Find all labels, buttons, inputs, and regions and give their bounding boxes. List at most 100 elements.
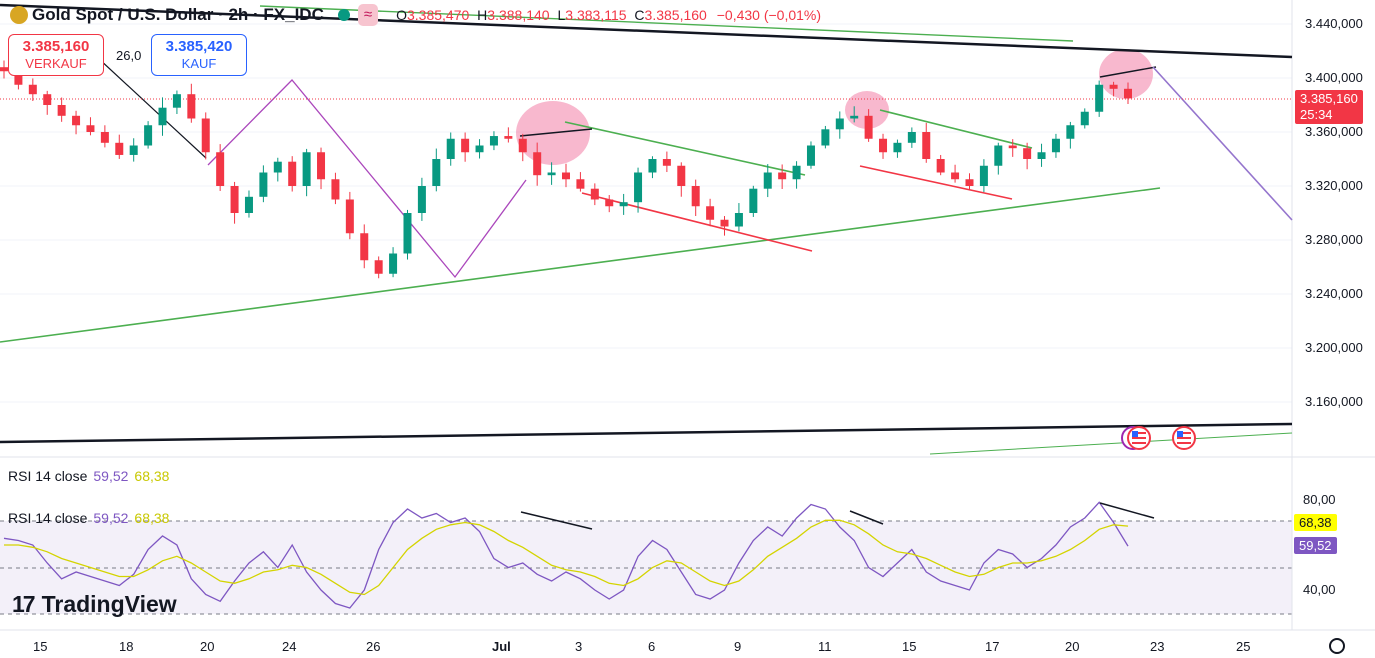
- us-flag-icon[interactable]: [1121, 426, 1151, 450]
- candle-body: [43, 94, 52, 105]
- candle-body: [677, 165, 686, 186]
- candle-body: [720, 219, 729, 227]
- candle-body: [605, 199, 614, 207]
- us-flag-icon-2[interactable]: [1172, 426, 1196, 450]
- candle-body: [389, 253, 398, 274]
- candle-body: [345, 199, 354, 234]
- candle-body: [749, 188, 758, 213]
- candle-body: [691, 186, 700, 207]
- candle-body: [115, 142, 124, 155]
- time-axis-label: 20: [200, 639, 215, 654]
- candle-body: [951, 172, 960, 180]
- sell-price: 3.385,160: [22, 38, 90, 55]
- rsi-value-tag: 59,52: [1294, 537, 1337, 554]
- candle-body: [172, 94, 181, 108]
- rsi-line: [3, 501, 1129, 609]
- candle-body: [619, 202, 628, 207]
- time-axis-label: 18: [119, 639, 134, 654]
- candle-body: [1095, 84, 1104, 112]
- candle-body: [360, 233, 369, 261]
- price-gridlines: [0, 23, 1292, 403]
- candle-body: [374, 260, 383, 274]
- candle-body: [28, 84, 37, 95]
- candle-body: [590, 188, 599, 200]
- rsi-ma-tag: 68,38: [1294, 514, 1337, 531]
- current-price-value: 3.385,160: [1300, 91, 1358, 106]
- current-price-tag: 3.385,160 25:34: [1295, 90, 1363, 124]
- low-value: 3.383,115: [565, 7, 627, 23]
- open-label: O: [396, 7, 407, 23]
- candle-body: [302, 152, 311, 186]
- candle-body: [562, 172, 570, 180]
- trendlines: [0, 3, 1293, 455]
- candle-body: [763, 172, 772, 189]
- highlight-circles: [516, 49, 1153, 165]
- high-value: 3.388,140: [487, 7, 550, 23]
- candle-body: [547, 172, 556, 176]
- rsi-axis-label: 40,00: [1303, 582, 1336, 597]
- time-axis-label: 23: [1150, 639, 1165, 654]
- time-axis-label: 15: [33, 639, 48, 654]
- wave-icon[interactable]: ≈: [357, 4, 379, 26]
- candle-body: [57, 105, 66, 116]
- candle-body: [533, 152, 542, 176]
- ohlc-values: O3.385,470 H3.388,140 L3.383,115 C3.385,…: [392, 7, 821, 23]
- candle-body: [331, 179, 340, 200]
- chart-header: Gold Spot / U.S. Dollar · 2h · FX_IDC ≈ …: [0, 0, 821, 30]
- close-label: C: [634, 7, 645, 23]
- rsi-legend[interactable]: RSI 14 close 59,52 68,38: [8, 468, 169, 484]
- rsi-divergence-lines: [520, 502, 1155, 530]
- close-value: 3.385,160: [644, 7, 707, 23]
- time-axis-label: 25: [1236, 639, 1251, 654]
- time-axis-label: 6: [648, 639, 656, 654]
- symbol-title[interactable]: Gold Spot / U.S. Dollar · 2h · FX_IDC: [32, 5, 324, 24]
- candle-body: [576, 179, 585, 189]
- candle-body: [1066, 125, 1075, 139]
- bar-countdown: 25:34: [1300, 107, 1333, 122]
- candle-body: [158, 107, 167, 126]
- candle-body: [662, 159, 671, 166]
- candle-body: [907, 132, 916, 143]
- sell-label: VERKAUF: [25, 56, 87, 71]
- candle-body: [1124, 88, 1132, 99]
- time-axis-label: 3: [575, 639, 583, 654]
- tradingview-logo[interactable]: 17 TradingView: [12, 591, 177, 618]
- candle-body: [778, 172, 787, 180]
- candle-body: [706, 206, 715, 220]
- time-axis-label: 24: [282, 639, 297, 654]
- time-axis-label: 17: [985, 639, 1000, 654]
- candle-body: [1051, 138, 1060, 153]
- price-axis-label: 3.360,000: [1305, 124, 1363, 139]
- candle-body: [0, 67, 8, 72]
- candle-body: [850, 115, 859, 119]
- time-axis-label: 11: [818, 639, 832, 654]
- price-axis-label: 3.160,000: [1305, 394, 1363, 409]
- change-value: −0,430 (−0,01%): [716, 7, 822, 23]
- price-axis-label: 3.280,000: [1305, 232, 1363, 247]
- sell-button[interactable]: 3.385,160 VERKAUF: [8, 34, 104, 76]
- candle-body: [230, 186, 239, 213]
- time-axis-label: 20: [1065, 639, 1080, 654]
- candle-body: [1080, 111, 1089, 126]
- candle-body: [288, 161, 297, 186]
- candle-body: [317, 152, 326, 180]
- candle-body: [273, 161, 282, 173]
- time-axis-label: 26: [366, 639, 381, 654]
- time-axis-label: 9: [734, 639, 742, 654]
- candle-body: [821, 129, 830, 146]
- market-status-icon: [337, 9, 350, 21]
- buy-label: KAUF: [181, 56, 217, 71]
- candle-body: [201, 118, 210, 153]
- settings-gear-icon[interactable]: [1329, 638, 1345, 654]
- candle-body: [489, 136, 498, 146]
- candle-body: [648, 159, 657, 173]
- candle-body: [216, 152, 225, 186]
- candle-body: [1008, 145, 1017, 149]
- candle-body: [187, 94, 196, 119]
- rsi-value-2: 59,52: [93, 510, 129, 526]
- buy-button[interactable]: 3.385,420 KAUF: [151, 34, 247, 76]
- candle-body: [936, 159, 945, 173]
- candle-body: [72, 115, 81, 126]
- price-axis-label: 3.240,000: [1305, 286, 1363, 301]
